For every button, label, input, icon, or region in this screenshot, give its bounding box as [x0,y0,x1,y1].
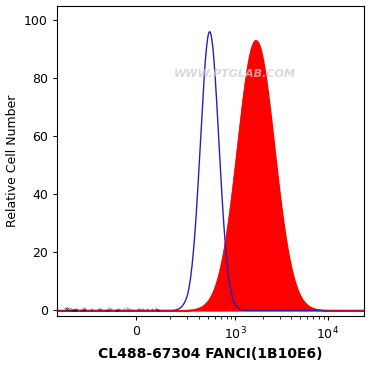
Y-axis label: Relative Cell Number: Relative Cell Number [6,95,18,227]
Text: WWW.PTGLAB.COM: WWW.PTGLAB.COM [174,69,296,79]
X-axis label: CL488-67304 FANCI(1B10E6): CL488-67304 FANCI(1B10E6) [98,348,323,361]
